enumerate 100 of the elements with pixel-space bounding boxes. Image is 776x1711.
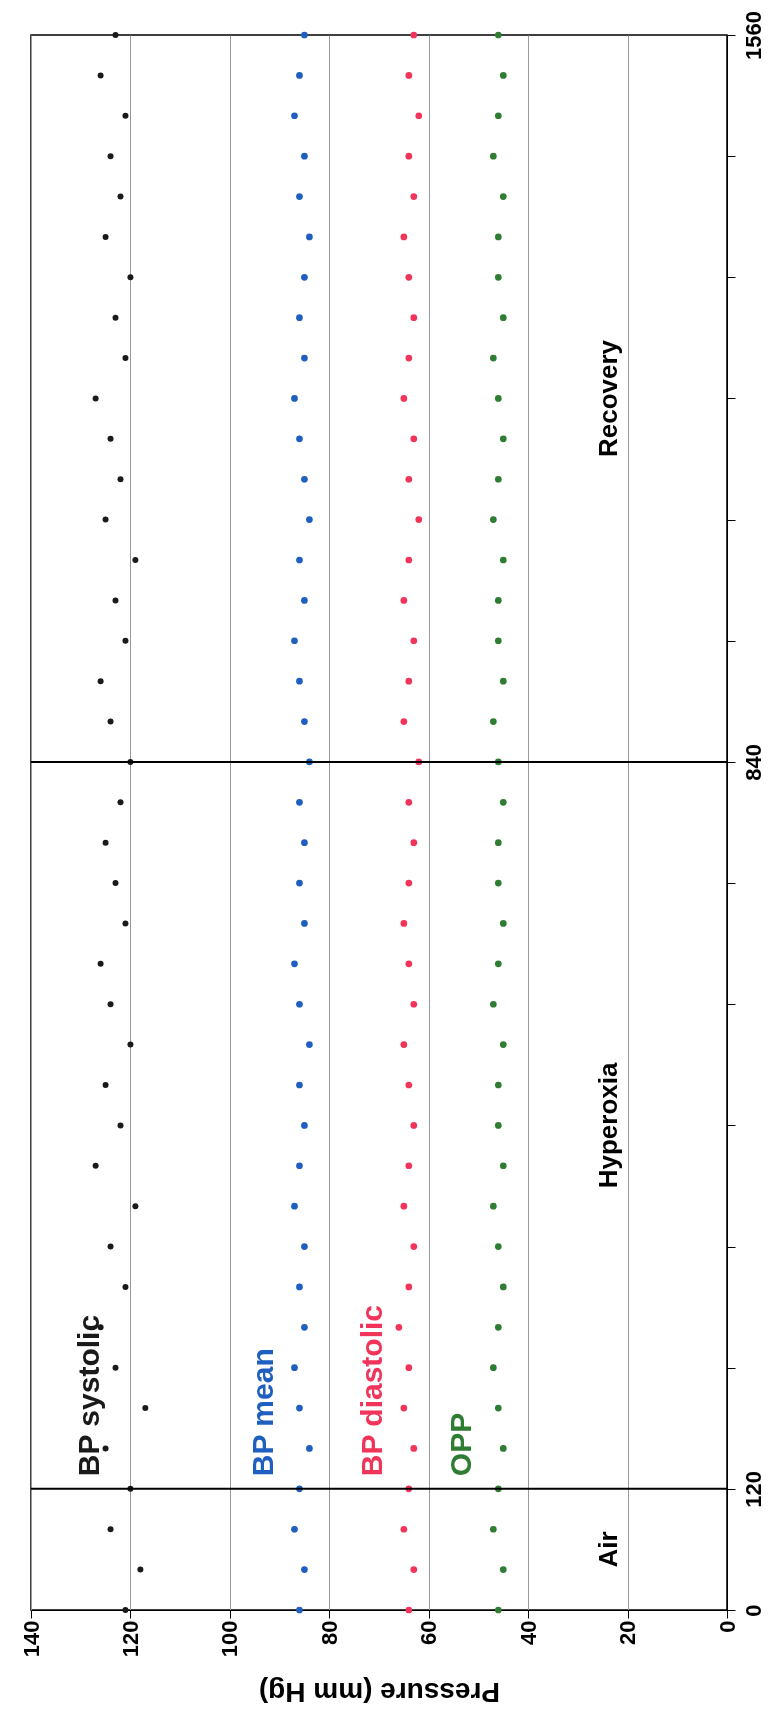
y-tick-label: 120 — [740, 1470, 766, 1508]
point — [499, 556, 507, 564]
point — [107, 1001, 114, 1008]
y-tick-label: 0 — [740, 1604, 766, 1617]
point — [122, 637, 129, 644]
point — [410, 31, 418, 39]
point — [301, 1243, 308, 1250]
point — [400, 395, 408, 402]
point — [494, 637, 502, 645]
point — [499, 435, 507, 443]
point — [499, 193, 507, 200]
point — [102, 839, 109, 846]
point — [92, 395, 99, 402]
point — [117, 476, 124, 483]
point — [296, 677, 303, 685]
point — [301, 1122, 308, 1129]
point — [400, 233, 408, 241]
point — [127, 274, 134, 281]
point — [301, 475, 308, 483]
point — [499, 1162, 507, 1170]
point — [107, 153, 114, 160]
x-tick-label: 40 — [515, 1620, 541, 1645]
point — [107, 1526, 114, 1533]
point — [122, 112, 129, 119]
point — [499, 1445, 507, 1452]
point — [494, 273, 502, 281]
point — [499, 1566, 507, 1573]
point — [494, 475, 502, 483]
point — [296, 1081, 303, 1089]
point — [405, 1364, 413, 1372]
x-tick-label: 140 — [18, 1620, 44, 1658]
point — [112, 880, 119, 887]
point — [296, 193, 303, 200]
x-tick-label: 0 — [714, 1620, 740, 1633]
point — [122, 920, 129, 927]
point — [301, 1323, 308, 1331]
point — [489, 354, 497, 362]
point — [494, 960, 502, 968]
point — [97, 678, 104, 685]
annotation: Hyperoxia — [592, 1061, 623, 1189]
point — [400, 1404, 408, 1412]
point — [489, 1202, 497, 1210]
point — [301, 597, 308, 604]
point — [410, 1445, 418, 1452]
point — [296, 879, 303, 887]
point — [301, 920, 308, 927]
point — [405, 1606, 413, 1614]
point — [301, 718, 308, 725]
point — [132, 557, 139, 563]
point — [410, 193, 418, 200]
point — [489, 152, 497, 160]
point — [499, 314, 507, 322]
point — [107, 718, 114, 725]
point — [102, 1445, 109, 1452]
x-axis-title: Pressure (mm Hg) — [258, 1677, 501, 1709]
point — [494, 1243, 502, 1250]
x-tick-label: 120 — [117, 1620, 143, 1658]
point — [410, 1243, 418, 1250]
point — [117, 799, 124, 806]
point — [494, 597, 502, 604]
point — [400, 1525, 408, 1533]
point — [132, 1203, 139, 1210]
point — [306, 1041, 313, 1048]
point — [405, 273, 413, 281]
text: OPP — [444, 1412, 478, 1477]
point — [102, 1082, 109, 1088]
point — [400, 1202, 408, 1210]
point — [291, 112, 298, 120]
point — [395, 1323, 403, 1331]
text: BP mean — [245, 1348, 279, 1477]
point — [301, 31, 308, 39]
point — [296, 798, 303, 806]
point — [291, 1525, 298, 1533]
point — [494, 879, 502, 887]
point — [306, 516, 313, 523]
point — [291, 1364, 298, 1372]
point — [410, 314, 418, 322]
point — [405, 798, 413, 806]
point — [410, 1000, 418, 1008]
point — [301, 273, 308, 281]
point — [291, 637, 298, 645]
point — [405, 879, 413, 887]
point — [112, 314, 119, 321]
point — [499, 677, 507, 685]
point — [400, 718, 408, 725]
point — [117, 193, 124, 200]
point — [291, 395, 298, 402]
point — [296, 1283, 303, 1291]
point — [415, 112, 423, 120]
point — [494, 395, 502, 402]
point — [296, 1404, 303, 1412]
point — [117, 1122, 124, 1129]
point — [415, 516, 423, 523]
point — [405, 354, 413, 362]
point — [494, 1081, 502, 1089]
point — [137, 1566, 144, 1573]
point — [296, 1162, 303, 1170]
point — [489, 1000, 497, 1008]
point — [410, 637, 418, 645]
point — [112, 1364, 119, 1371]
